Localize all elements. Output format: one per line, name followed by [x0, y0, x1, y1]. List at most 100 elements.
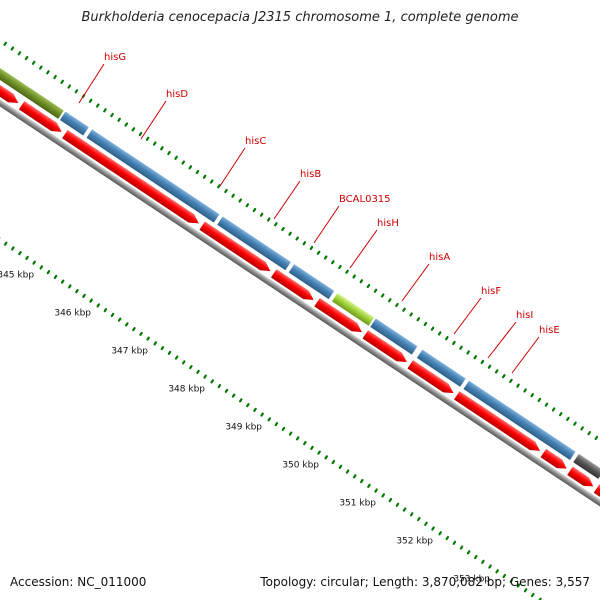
scale-label: 352 kbp: [396, 537, 433, 547]
cds-feature-shape: [454, 391, 541, 451]
scale-tick-mark: [295, 436, 300, 441]
cds-feature: [314, 298, 362, 333]
scale-tick-mark: [466, 550, 471, 555]
cds-feature-shape: [0, 55, 19, 104]
outer-tick-mark: [167, 150, 171, 156]
scale-tick-mark: [452, 540, 457, 545]
scale-tick-mark: [167, 350, 172, 355]
gene-label: BCAL0315: [339, 194, 391, 205]
scale-tick-mark: [523, 588, 528, 593]
outer-tick-mark: [594, 435, 599, 441]
gene-feature: [463, 380, 576, 460]
outer-tick-mark: [558, 412, 563, 417]
scale-tick-mark: [474, 554, 478, 560]
gene-feature-shape: [416, 349, 466, 387]
gene-label: hisA: [429, 252, 450, 263]
cds-feature-shape: [540, 448, 567, 469]
gene-label: hisF: [481, 286, 501, 297]
outer-tick-mark: [217, 184, 221, 189]
scale-tick-mark: [75, 289, 79, 294]
outer-tick-mark: [323, 255, 328, 260]
gene-feature-shape: [59, 111, 89, 136]
scale-tick-mark: [267, 417, 271, 422]
outer-tick-mark: [359, 279, 364, 284]
gene-label-leader: [313, 205, 340, 244]
outer-tick-mark: [24, 55, 29, 61]
outer-tick-mark: [117, 117, 121, 122]
scale-label: 353 kbp: [453, 575, 490, 585]
scale-tick-mark: [160, 346, 165, 351]
scale-tick-mark: [253, 407, 257, 412]
scale-tick-mark: [246, 403, 250, 408]
gene-feature: [288, 264, 335, 300]
gene-label-leader: [453, 297, 482, 335]
scale-label: 345 kbp: [0, 271, 34, 281]
outer-tick-mark: [288, 231, 292, 236]
genome-backbone: [0, 65, 600, 537]
scale-tick-mark: [424, 521, 428, 526]
outer-tick-mark: [152, 141, 157, 146]
scale-tick-mark: [18, 251, 22, 256]
scale-tick-mark: [210, 379, 215, 384]
scale-tick-mark: [125, 322, 129, 327]
outer-tick-mark: [103, 108, 107, 113]
gene-feature: [370, 318, 418, 355]
outer-tick-mark: [480, 359, 485, 365]
outer-tick-mark: [252, 207, 257, 213]
outer-tick-mark: [238, 198, 242, 203]
gene-feature: [59, 111, 89, 136]
outer-tick-mark: [202, 174, 207, 179]
feature-layer: [0, 43, 600, 502]
gene-feature: [331, 293, 375, 326]
cds-feature: [407, 360, 454, 394]
scale-tick-mark: [32, 260, 36, 265]
backbone-band: [0, 65, 600, 537]
scale-label: 346 kbp: [54, 309, 91, 319]
outer-tick-mark: [209, 179, 214, 184]
scale-tick-mark: [96, 303, 101, 308]
outer-tick-mark: [352, 274, 356, 279]
gene-label: hisH: [377, 218, 399, 229]
accession-text: Accession: NC_011000: [10, 575, 147, 589]
outer-tick-mark: [46, 70, 50, 75]
scale-tick-mark: [345, 469, 350, 474]
scale-tick-mark: [516, 583, 521, 588]
cds-feature-shape: [362, 330, 407, 363]
outer-tick-mark: [124, 122, 129, 127]
cds-feature: [270, 269, 314, 300]
gene-label-leader: [511, 336, 540, 374]
cds-feature-shape: [18, 101, 62, 132]
scale-tick-mark: [530, 592, 535, 598]
scale-tick-mark: [68, 284, 72, 289]
outer-tick-mark: [373, 288, 378, 293]
scale-tick-mark: [317, 450, 321, 455]
scale-tick-mark: [132, 327, 136, 332]
cds-feature-shape: [593, 484, 600, 502]
outer-tick-mark: [259, 212, 264, 217]
outer-tick-mark: [566, 416, 570, 422]
gene-feature-shape: [370, 318, 418, 355]
outer-tick-mark: [338, 264, 342, 270]
cds-feature: [62, 129, 199, 224]
outer-tick-mark: [60, 79, 64, 84]
outer-tick-mark: [459, 345, 463, 350]
outer-tick-mark: [537, 397, 542, 403]
cds-feature: [567, 466, 594, 487]
outer-tick-mark: [395, 302, 399, 308]
scale-tick-mark: [3, 241, 8, 246]
outer-tick-mark: [345, 269, 349, 274]
scale-tick-mark: [367, 483, 371, 488]
outer-tick-mark: [452, 340, 456, 346]
outer-tick-mark: [245, 203, 250, 208]
scale-tick-mark: [231, 393, 236, 398]
scale-tick-mark: [110, 312, 115, 317]
scale-tick-mark: [217, 384, 222, 389]
cds-feature-shape: [567, 466, 594, 487]
scale-tick-mark: [260, 412, 264, 417]
outer-tick-mark: [380, 293, 385, 298]
scale-tick-mark: [445, 535, 450, 541]
scale-tick-mark: [103, 308, 108, 313]
scale-tick-mark: [481, 559, 485, 564]
